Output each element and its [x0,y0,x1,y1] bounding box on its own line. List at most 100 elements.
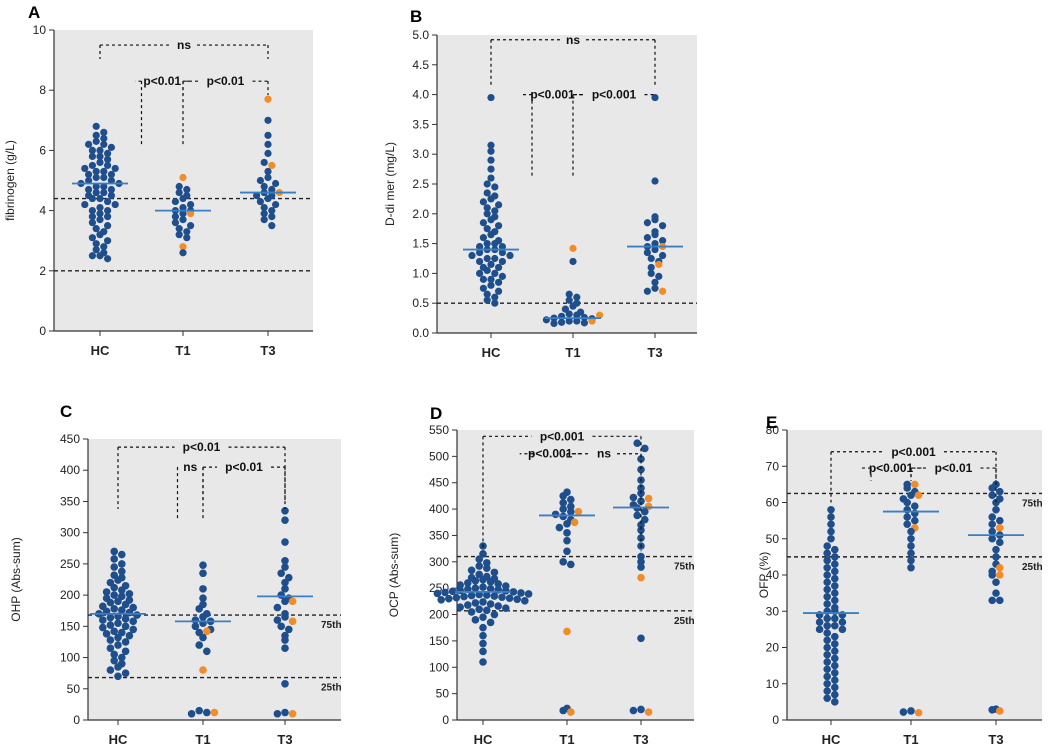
data-point [175,231,183,239]
data-point [559,505,567,513]
panel-c: 0 50 100 150 200 250 300 350 400 450 HC T1 T3 OHP (Ab… [9,402,342,747]
significance-label: p<0.01 [935,461,973,475]
data-point [96,146,104,154]
data-point [88,207,96,215]
panel-b: 0.0 0.5 1.0 1.5 2.0 2.5 3.0 3.5 4.0 4.5 5.0 HC T1 T3 D… [383,7,697,360]
data-point [495,263,503,272]
data-point [88,146,96,154]
data-point [107,185,115,194]
data-point [81,200,89,209]
y-tick-label: 100 [429,660,449,674]
data-point [651,177,659,185]
data-point [823,585,831,594]
data-point [85,185,93,194]
data-point [567,495,575,504]
data-point [96,216,104,224]
data-point [486,578,495,586]
data-point [110,547,118,556]
y-tick-label: 0 [442,713,449,727]
data-point [476,269,484,277]
data-point [637,573,645,582]
data-point [491,254,499,263]
data-point [831,596,839,605]
y-tick-label: 300 [429,555,449,569]
data-point [815,625,824,634]
data-point [629,706,638,715]
data-point [195,605,203,613]
data-point [823,636,831,645]
data-point [903,513,911,521]
data-point [281,679,289,688]
data-point [183,185,191,194]
data-point [637,521,645,529]
data-point [121,669,130,677]
y-tick-label: 30 [766,604,780,618]
y-tick-label: 250 [60,557,80,571]
y-tick-label: 350 [429,528,449,542]
data-point [647,254,655,263]
x-tick-label: HC [822,732,841,747]
significance-label: ns [566,33,580,47]
data-point [118,606,126,614]
data-point [563,547,571,556]
data-point [100,140,108,148]
data-point [479,275,487,283]
data-point [831,589,839,597]
data-point [479,550,487,558]
data-point [637,526,645,534]
data-point [199,585,207,593]
data-point [118,560,126,568]
data-point [483,240,491,248]
data-point [911,480,919,489]
data-point [827,534,835,543]
significance-label: p<0.01 [183,440,221,454]
data-point [129,625,137,634]
data-point [260,158,268,167]
data-point [92,122,100,130]
data-point [104,161,112,170]
significance-label: ns [183,460,197,474]
data-point [92,182,100,191]
data-point [502,587,510,595]
data-point [281,516,289,524]
data-point [483,180,491,188]
data-point [651,284,659,292]
data-point [831,567,839,576]
data-point [487,275,495,283]
data-point [187,709,196,718]
data-point [823,614,831,623]
data-point [907,491,915,500]
y-tick-label: 10 [766,677,780,691]
data-point [569,244,577,252]
data-point [495,287,503,295]
data-point [823,665,831,674]
data-point [996,524,1004,532]
data-point [823,621,831,630]
data-point [559,492,567,500]
data-point [85,170,93,179]
data-point [92,167,100,176]
data-point [483,266,491,275]
y-tick-label: 40 [766,568,780,582]
data-point [107,170,115,179]
data-point [505,594,514,602]
data-point [483,606,491,615]
data-point [106,666,115,674]
data-point [988,527,996,536]
data-point [567,507,575,516]
data-point [988,520,996,529]
data-point [114,672,122,681]
x-tick-label: T1 [175,343,190,358]
data-point [643,287,652,295]
data-point [264,116,272,124]
data-point [179,216,187,224]
data-point [629,493,638,502]
x-tick-label: T3 [633,732,648,747]
y-axis-title: fibrinogen (g/L) [3,140,17,221]
data-point [464,601,472,609]
data-point [823,578,831,587]
y-tick-label: 70 [766,459,780,473]
data-point [996,707,1004,715]
data-point [199,569,207,578]
data-point [644,708,653,716]
